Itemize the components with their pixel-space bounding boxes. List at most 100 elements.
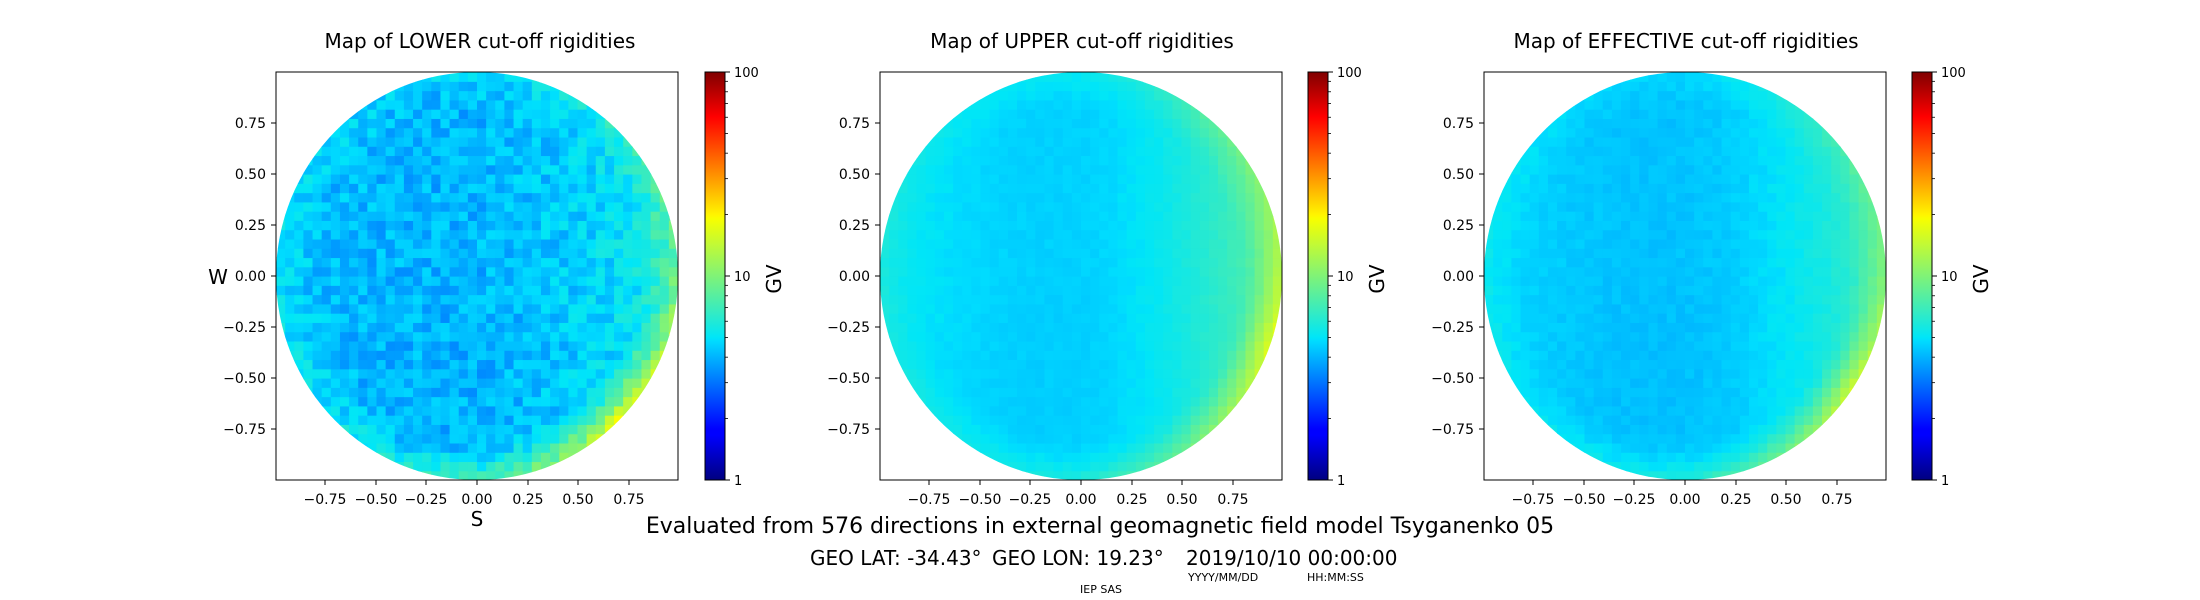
field-cell <box>403 155 414 166</box>
field-cell <box>1767 285 1777 296</box>
field-cell <box>1529 211 1540 221</box>
field-cell <box>1721 294 1732 305</box>
field-cell <box>1611 192 1622 203</box>
field-cell <box>294 322 305 333</box>
field-cell <box>1858 276 1869 286</box>
field-cell <box>971 424 982 435</box>
field-cell <box>1593 229 1604 240</box>
field-cell <box>449 313 460 323</box>
field-cell <box>1053 109 1064 119</box>
field-cell <box>1639 276 1650 286</box>
field-cell <box>614 303 624 314</box>
field-cell <box>440 174 451 184</box>
field-cell <box>943 405 954 416</box>
field-cell <box>1071 211 1082 221</box>
field-cell <box>1812 387 1823 398</box>
field-cell <box>980 183 991 194</box>
field-cell <box>1081 146 1091 157</box>
field-cell <box>413 461 423 472</box>
field-cell <box>1602 405 1613 416</box>
field-cell <box>1712 72 1723 82</box>
field-cell <box>422 276 432 286</box>
field-cell <box>632 313 643 323</box>
field-cell <box>577 99 588 110</box>
field-cell <box>1675 146 1686 157</box>
field-cell <box>394 99 405 110</box>
field-cell <box>486 387 496 398</box>
field-cell <box>1557 368 1567 379</box>
field-cell <box>1071 238 1082 249</box>
field-cell <box>1484 276 1494 286</box>
field-cell <box>1227 359 1237 370</box>
field-cell <box>989 90 1000 101</box>
field-cell <box>1502 211 1513 221</box>
field-cell <box>1520 313 1531 323</box>
field-cell <box>1144 127 1155 138</box>
field-cell <box>522 303 533 314</box>
field-cell <box>385 405 396 416</box>
field-cell <box>403 368 414 379</box>
y-tick-label: −0.50 <box>223 371 266 387</box>
field-cell <box>1026 470 1036 480</box>
field-cell <box>330 331 341 342</box>
field-cell <box>531 322 542 333</box>
field-cell <box>1144 276 1155 286</box>
field-cell <box>1245 340 1256 351</box>
field-cell <box>989 257 1000 268</box>
field-cell <box>1812 396 1823 407</box>
field-cell <box>1812 155 1823 166</box>
field-cell <box>989 81 1000 92</box>
field-cell <box>623 322 633 333</box>
field-cell <box>1694 396 1704 407</box>
field-cell <box>458 183 469 194</box>
field-cell <box>1126 183 1137 194</box>
field-cell <box>971 452 982 463</box>
field-cell <box>477 350 487 361</box>
field-cell <box>1053 470 1064 480</box>
field-cell <box>422 164 432 175</box>
field-cell <box>632 294 643 305</box>
field-cell <box>1071 442 1082 453</box>
field-cell <box>540 396 551 407</box>
field-cell <box>659 248 670 259</box>
field-cell <box>1144 81 1155 92</box>
field-cell <box>540 164 551 175</box>
field-cell <box>1520 229 1531 240</box>
field-cell <box>1154 201 1164 212</box>
field-cell <box>1017 238 1027 249</box>
field-cell <box>1218 192 1228 203</box>
field-cell <box>1739 155 1750 166</box>
field-cell <box>898 350 909 361</box>
field-cell <box>385 378 396 388</box>
field-cell <box>1099 174 1110 184</box>
field-cell <box>1135 331 1146 342</box>
field-cell <box>1739 248 1750 259</box>
field-cell <box>1593 424 1604 435</box>
y-ticks-effective: 0.75 0.50 0.25 0.00 −0.25 −0.50 −0.75 <box>1431 116 1484 438</box>
field-cell <box>1538 313 1549 323</box>
field-cell <box>1108 359 1119 370</box>
field-cell <box>1117 461 1128 472</box>
field-cell <box>559 229 569 240</box>
field-cell <box>1876 257 1886 268</box>
field-cell <box>449 99 460 110</box>
field-cell <box>349 118 359 129</box>
field-cell <box>1117 396 1128 407</box>
field-cell <box>1794 155 1805 166</box>
field-cell <box>1694 461 1704 472</box>
field-cell <box>1593 146 1604 157</box>
field-cell <box>559 109 569 119</box>
field-cell <box>513 424 524 435</box>
y-tick-label: −0.25 <box>1431 320 1474 336</box>
field-cell <box>1017 322 1027 333</box>
field-cell <box>1758 387 1768 398</box>
field-cell <box>458 127 469 138</box>
field-cell <box>1035 257 1046 268</box>
field-cell <box>1081 266 1091 277</box>
field-cell <box>1053 331 1064 342</box>
field-cell <box>1712 378 1723 388</box>
field-cell <box>1117 331 1128 342</box>
field-cell <box>1017 248 1027 259</box>
field-cell <box>467 387 478 398</box>
field-cell <box>998 424 1009 435</box>
